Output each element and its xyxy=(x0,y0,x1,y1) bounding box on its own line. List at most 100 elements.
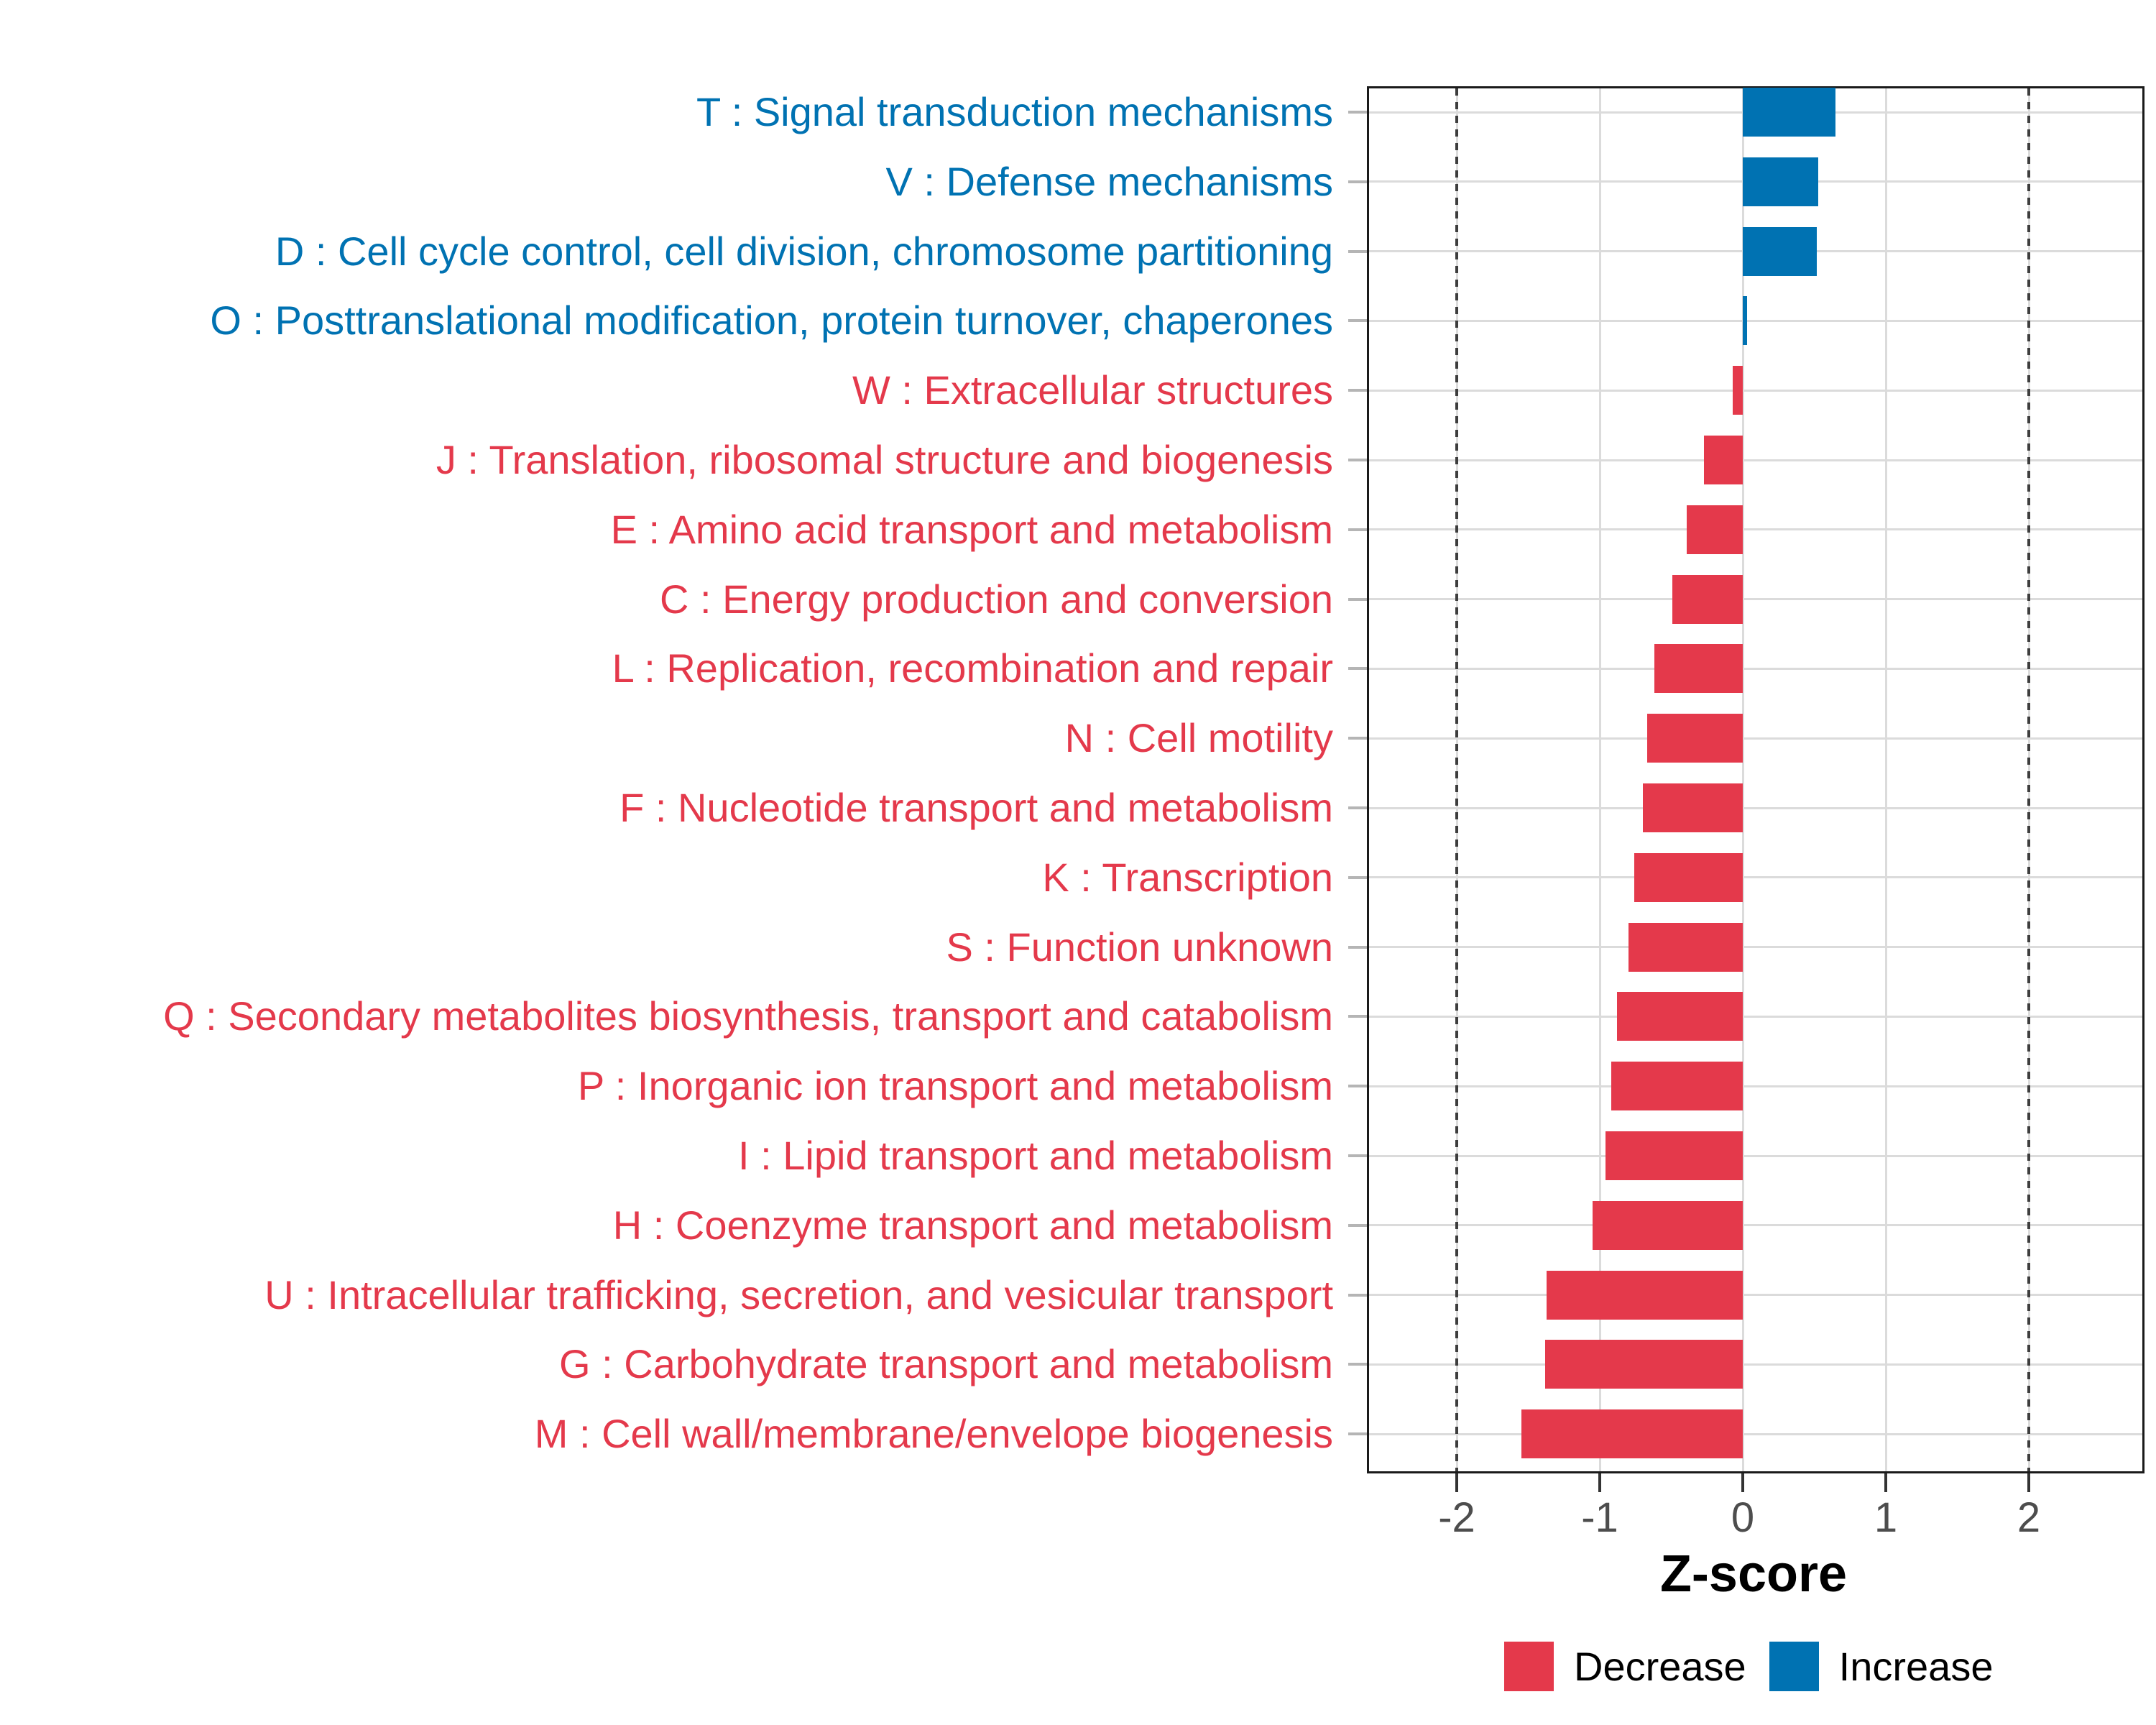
category-label: C : Energy production and conversion xyxy=(660,576,1333,622)
x-tick-label: 1 xyxy=(1874,1494,1898,1541)
gridline-horizontal xyxy=(1369,1154,2142,1157)
gridline-horizontal xyxy=(1369,1432,2142,1435)
bar-V xyxy=(1743,157,1819,206)
legend-label-decrease: Decrease xyxy=(1574,1644,1746,1689)
gridline-horizontal xyxy=(1369,389,2142,392)
y-tick-mark xyxy=(1348,389,1367,392)
legend-key-increase xyxy=(1769,1642,1819,1691)
gridline-horizontal xyxy=(1369,1085,2142,1087)
reference-line xyxy=(1455,88,1458,1471)
category-label: Q : Secondary metabolites biosynthesis, … xyxy=(163,993,1333,1039)
bar-H xyxy=(1593,1200,1743,1250)
y-tick-mark xyxy=(1348,459,1367,461)
category-label: I : Lipid transport and metabolism xyxy=(738,1133,1333,1178)
x-tick-label: 2 xyxy=(2017,1494,2041,1541)
x-tick-mark xyxy=(1741,1473,1744,1492)
bar-W xyxy=(1733,366,1743,415)
category-label: N : Cell motility xyxy=(1064,715,1333,761)
bar-C xyxy=(1672,574,1743,624)
y-tick-mark xyxy=(1348,111,1367,114)
category-label: F : Nucleotide transport and metabolism xyxy=(619,785,1333,830)
bar-D xyxy=(1743,226,1818,276)
x-axis-title: Z-score xyxy=(1659,1545,1848,1603)
reference-line xyxy=(2027,88,2030,1471)
bar-E xyxy=(1687,505,1743,554)
category-label: P : Inorganic ion transport and metaboli… xyxy=(577,1063,1333,1109)
gridline-horizontal xyxy=(1369,528,2142,531)
bar-U xyxy=(1547,1270,1743,1320)
bar-L xyxy=(1654,644,1743,694)
category-label: T : Signal transduction mechanisms xyxy=(696,89,1333,134)
y-tick-mark xyxy=(1348,528,1367,531)
y-tick-mark xyxy=(1348,1363,1367,1366)
bar-O xyxy=(1743,296,1747,346)
y-tick-mark xyxy=(1348,1015,1367,1018)
category-label: L : Replication, recombination and repai… xyxy=(612,645,1333,691)
bar-Q xyxy=(1616,992,1743,1041)
gridline-horizontal xyxy=(1369,319,2142,322)
category-label: D : Cell cycle control, cell division, c… xyxy=(275,228,1333,274)
gridline-vertical xyxy=(1741,88,1744,1471)
y-tick-mark xyxy=(1348,597,1367,601)
y-tick-mark xyxy=(1348,875,1367,879)
bar-K xyxy=(1634,852,1743,902)
plot-panel xyxy=(1367,86,2145,1473)
y-tick-mark xyxy=(1348,737,1367,740)
bar-F xyxy=(1642,783,1743,832)
y-tick-mark xyxy=(1348,1154,1367,1157)
y-tick-mark xyxy=(1348,249,1367,253)
x-tick-mark xyxy=(1884,1473,1887,1492)
y-tick-mark xyxy=(1348,319,1367,323)
category-label: J : Translation, ribosomal structure and… xyxy=(436,437,1333,482)
category-label: W : Extracellular structures xyxy=(852,367,1333,413)
category-label: S : Function unknown xyxy=(946,924,1333,970)
y-tick-mark xyxy=(1348,667,1367,671)
y-tick-mark xyxy=(1348,945,1367,949)
category-label: M : Cell wall/membrane/envelope biogenes… xyxy=(534,1411,1333,1457)
bar-G xyxy=(1545,1340,1743,1389)
gridline-horizontal xyxy=(1369,1294,2142,1297)
y-tick-mark xyxy=(1348,1293,1367,1297)
x-tick-mark xyxy=(2027,1473,2030,1492)
bar-I xyxy=(1605,1131,1743,1180)
legend: Decrease Increase xyxy=(1504,1642,1993,1691)
y-tick-mark xyxy=(1348,1223,1367,1227)
y-tick-mark xyxy=(1348,180,1367,183)
gridline-horizontal xyxy=(1369,1224,2142,1227)
category-label: O : Posttranslational modification, prot… xyxy=(210,298,1333,344)
gridline-horizontal xyxy=(1369,737,2142,740)
bar-M xyxy=(1521,1409,1743,1459)
category-label: K : Transcription xyxy=(1042,854,1333,900)
gridline-horizontal xyxy=(1369,459,2142,461)
bar-S xyxy=(1628,922,1743,972)
x-tick-label: -2 xyxy=(1438,1494,1475,1541)
category-label: E : Amino acid transport and metabolism xyxy=(610,506,1333,552)
y-tick-mark xyxy=(1348,1432,1367,1436)
gridline-horizontal xyxy=(1369,946,2142,949)
gridline-vertical xyxy=(1598,88,1601,1471)
y-tick-mark xyxy=(1348,806,1367,809)
bar-N xyxy=(1646,714,1743,763)
x-tick-mark xyxy=(1455,1473,1458,1492)
gridline-horizontal xyxy=(1369,598,2142,601)
gridline-horizontal xyxy=(1369,667,2142,670)
x-tick-mark xyxy=(1598,1473,1601,1492)
gridline-horizontal xyxy=(1369,1015,2142,1018)
category-label: G : Carbohydrate transport and metabolis… xyxy=(559,1341,1333,1387)
gridline-horizontal xyxy=(1369,876,2142,879)
category-label: U : Intracellular trafficking, secretion… xyxy=(264,1271,1333,1317)
gridline-vertical xyxy=(1884,88,1887,1471)
x-tick-label: -1 xyxy=(1581,1494,1618,1541)
gridline-horizontal xyxy=(1369,806,2142,809)
gridline-horizontal xyxy=(1369,1363,2142,1366)
legend-key-decrease xyxy=(1504,1642,1554,1691)
legend-label-increase: Increase xyxy=(1838,1644,1994,1689)
y-tick-mark xyxy=(1348,1085,1367,1088)
bar-P xyxy=(1611,1062,1743,1111)
bar-T xyxy=(1743,88,1836,137)
category-label: H : Coenzyme transport and metabolism xyxy=(612,1202,1333,1248)
x-tick-label: 0 xyxy=(1731,1494,1755,1541)
bar-J xyxy=(1704,436,1743,484)
category-label: V : Defense mechanisms xyxy=(885,158,1333,204)
